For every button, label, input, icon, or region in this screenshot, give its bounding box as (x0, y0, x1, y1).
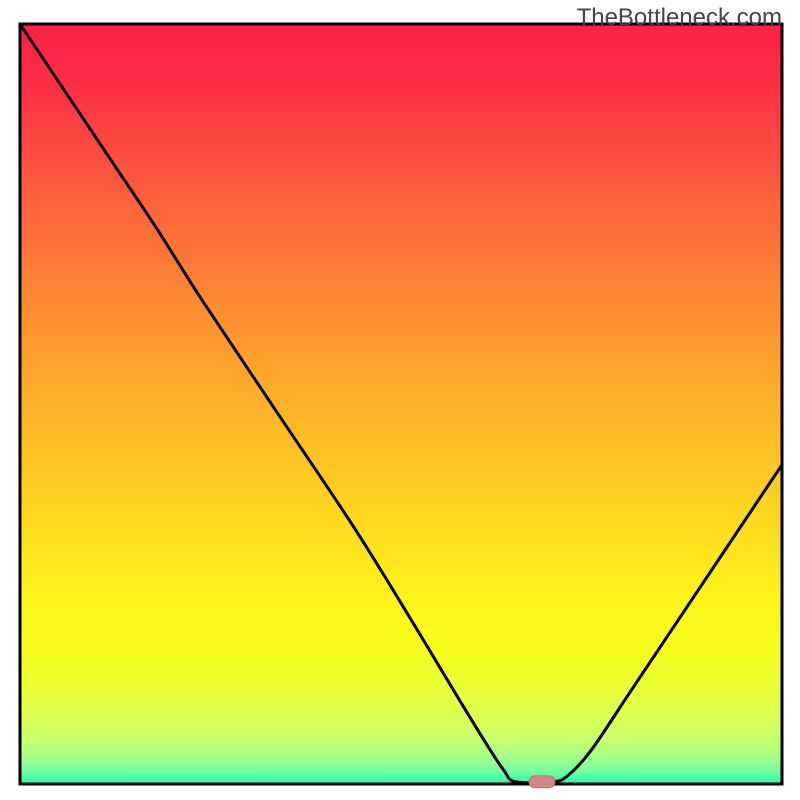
watermark-text: TheBottleneck.com (577, 4, 782, 32)
gradient-background (20, 24, 782, 784)
plot-svg (0, 0, 800, 800)
optimum-marker (529, 776, 555, 788)
bottleneck-chart: TheBottleneck.com (0, 0, 800, 800)
